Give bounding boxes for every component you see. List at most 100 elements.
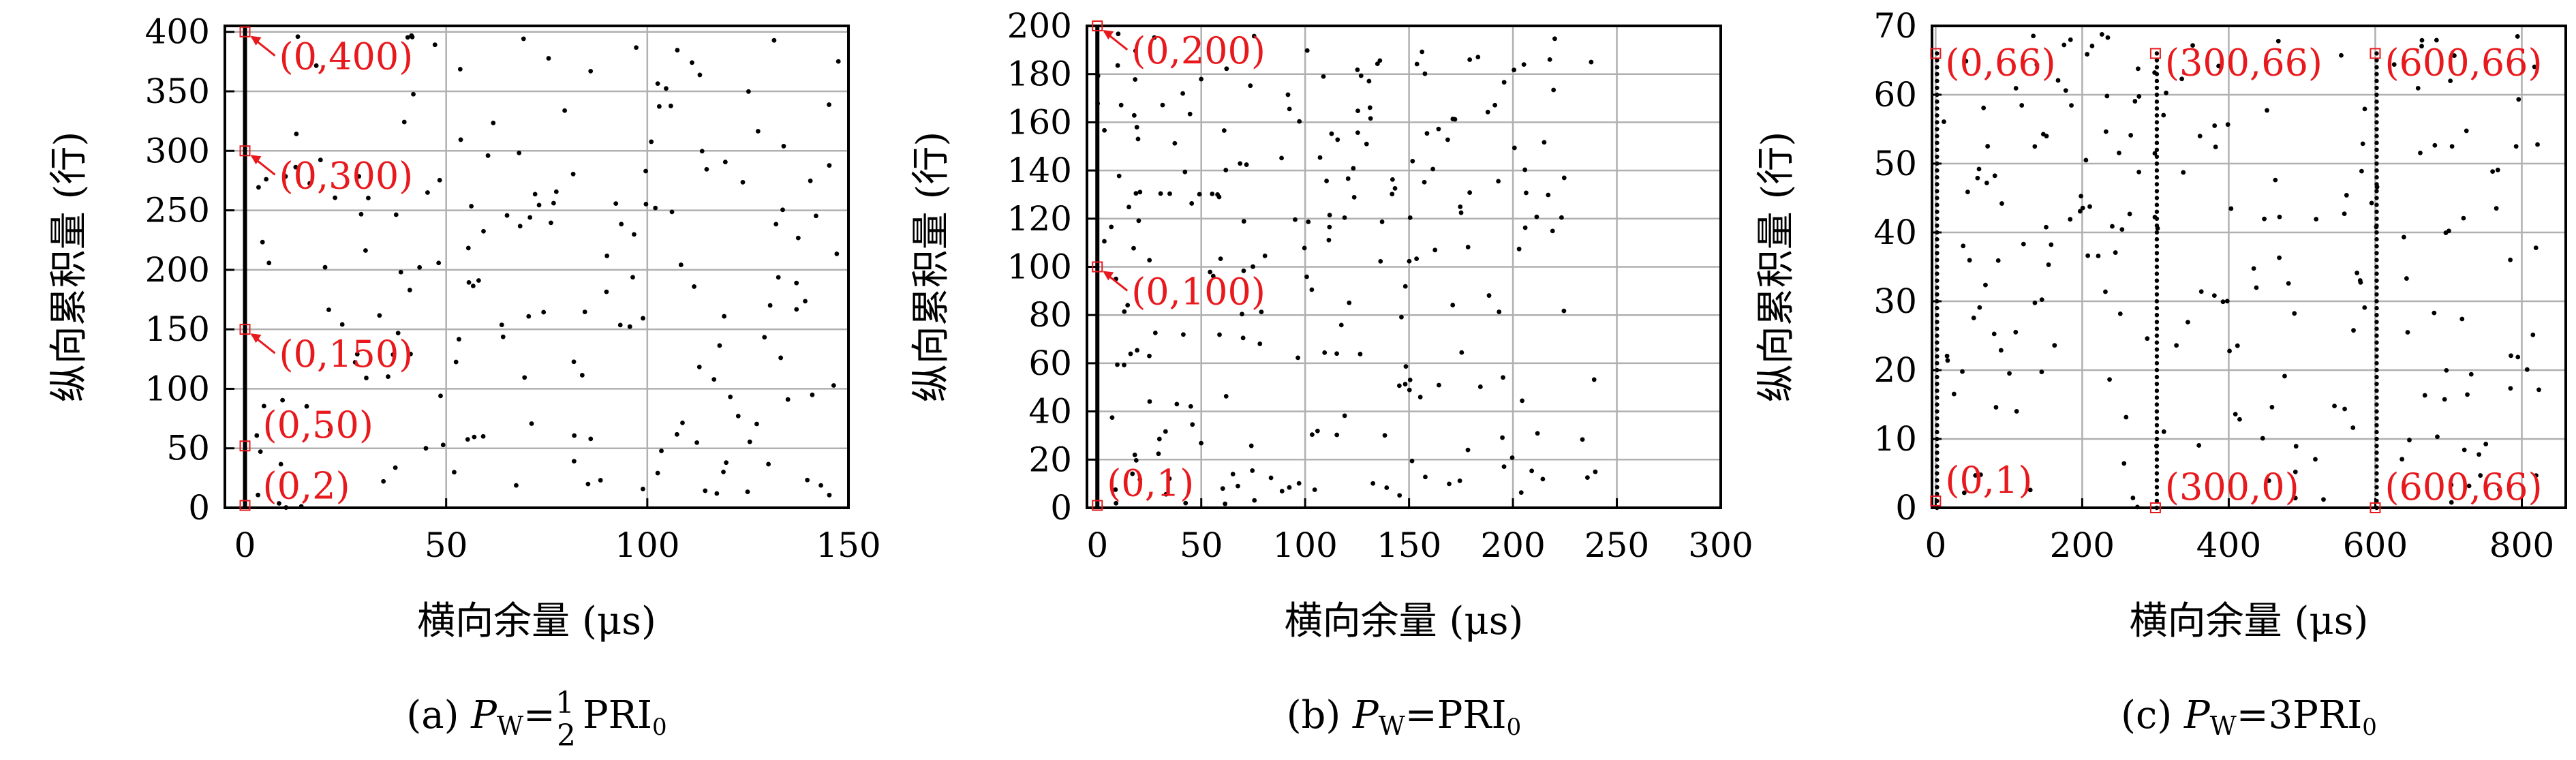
data-point [526, 314, 532, 319]
column-point [1935, 285, 1939, 290]
subfigure-caption: (c) PW=3PRI0 [2121, 693, 2377, 741]
caption-eq: =3 [2237, 693, 2293, 738]
column-point [2374, 374, 2379, 380]
data-point [766, 461, 771, 467]
data-point [2132, 99, 2138, 104]
y-tick-label: 150 [145, 309, 210, 349]
column-point [2154, 498, 2160, 504]
data-point [827, 102, 831, 107]
data-point [2079, 194, 2084, 199]
column-point [2154, 209, 2160, 214]
data-point [377, 313, 382, 318]
annotation-label: (0,100) [1131, 271, 1266, 314]
data-point [619, 222, 624, 227]
column-point [2154, 457, 2160, 462]
data-point [2021, 241, 2026, 247]
data-point [2265, 108, 2269, 113]
data-point [2422, 393, 2427, 398]
column-point [1935, 106, 1939, 111]
data-point [1457, 478, 1462, 483]
column-point [2154, 196, 2160, 200]
column-point [1935, 485, 1939, 489]
data-point [283, 174, 288, 179]
data-point [1501, 80, 1507, 85]
data-point [572, 433, 577, 438]
column-point [2374, 320, 2379, 324]
data-point [754, 421, 759, 427]
data-point [2266, 478, 2271, 483]
data-point [491, 120, 496, 125]
data-point [1355, 108, 1360, 114]
data-point [2293, 496, 2298, 501]
data-point [2087, 204, 2092, 209]
subfigure-caption: (a) PW=1 2 PRI0 [406, 686, 666, 753]
data-point [393, 212, 399, 217]
data-point [549, 220, 553, 226]
column-point [2374, 106, 2379, 111]
column-point [2154, 106, 2160, 111]
data-point [2369, 200, 2374, 206]
y-tick-label: 60 [1028, 344, 1072, 383]
annotation-marker [2149, 48, 2161, 59]
data-point [2459, 316, 2465, 322]
y-tick-label: 60 [1873, 75, 1917, 115]
data-point [711, 377, 717, 382]
data-point [1467, 57, 1473, 62]
column-point [2154, 134, 2160, 138]
column-point [1935, 299, 1939, 304]
data-point [1524, 190, 1529, 196]
data-point [1358, 352, 1363, 356]
column-point [2374, 395, 2379, 400]
data-point [472, 434, 477, 440]
column-point [2374, 99, 2379, 104]
data-point [1109, 224, 1114, 230]
data-point [260, 239, 265, 245]
data-point [2490, 169, 2496, 174]
data-point [1407, 258, 1412, 264]
data-point [1210, 192, 1215, 196]
data-point [1252, 498, 1257, 503]
data-point [617, 322, 623, 328]
y-axis-label: 纵向累积量 (行) [47, 132, 91, 403]
column-point [1935, 189, 1939, 194]
data-point [2313, 457, 2318, 462]
data-point [1355, 67, 1360, 72]
caption-tail: PRI [1437, 693, 1507, 738]
data-point [386, 374, 390, 379]
data-point [466, 280, 472, 285]
data-point [352, 360, 358, 365]
column-point [2374, 389, 2379, 393]
data-point [1402, 382, 1408, 386]
column-point [1935, 92, 1939, 97]
data-point [1991, 331, 1997, 337]
data-point [2107, 377, 2112, 382]
column-point [2154, 423, 2160, 427]
data-point [1475, 55, 1481, 60]
data-point [2225, 122, 2230, 127]
column-point [2374, 65, 2379, 70]
data-point [2099, 32, 2104, 37]
y-tick-label: 100 [145, 369, 210, 408]
x-tick-label: 150 [1377, 526, 1441, 565]
column-point [2374, 326, 2379, 331]
data-point [358, 211, 364, 217]
data-point [1118, 102, 1124, 108]
column-point [1935, 258, 1939, 262]
data-point [2213, 145, 2218, 149]
column-point [2154, 395, 2160, 400]
data-point [1296, 481, 1302, 486]
column-point [2374, 285, 2379, 290]
data-point [785, 397, 791, 402]
column-point [1935, 78, 1939, 84]
data-point [1218, 256, 1223, 262]
column-point [2374, 278, 2379, 283]
column-point [1935, 436, 1939, 442]
column-point [2374, 436, 2379, 442]
data-point [1208, 269, 1213, 275]
annotation-marker [2370, 502, 2381, 513]
data-point [641, 316, 645, 321]
data-point [2198, 289, 2204, 294]
caption-var: P [2183, 693, 2211, 738]
data-point [1095, 101, 1101, 106]
data-point [1327, 224, 1332, 230]
